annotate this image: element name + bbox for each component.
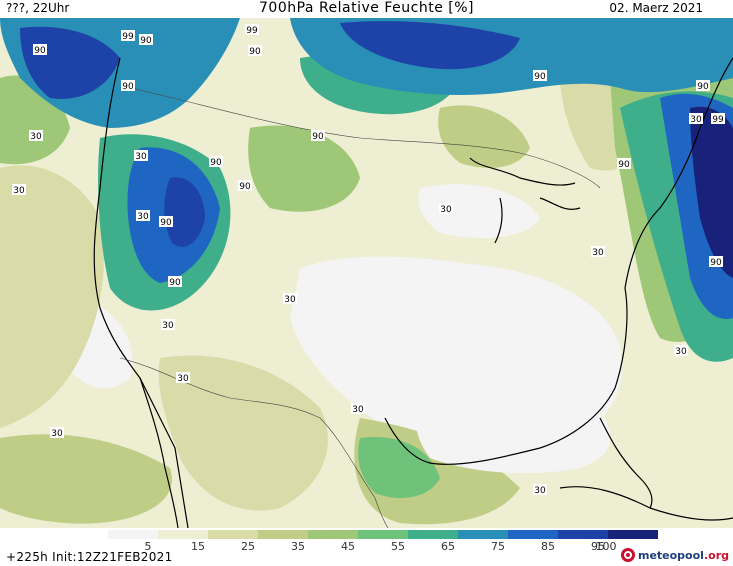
color-scale-tick-label: 15 [191,540,205,553]
contour-label-bg [209,156,223,167]
contour-label: 30 [51,429,63,439]
brand-logo[interactable]: meteopool.org [620,546,729,564]
color-legend: 5 15 25 35 45 55 65 75 85 95 100 +225h Init:12Z21F… [0,528,733,566]
contour-label-bg [439,203,453,214]
contour-label-bg [591,246,605,257]
color-scale-tick-label: 25 [241,540,255,553]
color-scale-swatch [558,530,608,539]
header-bar: ???, 22Uhr 700hPa Relative Feuchte [%] 0… [0,0,733,20]
contour-label-bg [136,210,150,221]
contour-label-bg [711,113,725,124]
color-scale-tick-label: 85 [541,540,555,553]
contour-label: 90 [160,218,172,228]
contour-label-layer: 90 99 99 90 90 90 90 99 90 90 90 90 30 30 30 30 90 90 30 90… [12,24,725,496]
contour-label-bg [674,345,688,356]
contour-label: 99 [246,26,258,36]
contour-label: 90 [534,72,546,82]
color-scale-tick-label: 75 [491,540,505,553]
contour-label: 90 [697,82,709,92]
map-title: 700hPa Relative Feuchte [%] [259,0,474,16]
contour-label-bg [168,276,182,287]
contour-label-bg [139,34,153,45]
run-info-label: +225h Init:12Z21FEB2021 [6,550,173,564]
contour-label: 30 [177,374,189,384]
contour-label: 99 [712,115,724,125]
contour-label: 90 [140,36,152,46]
color-scale-swatch [308,530,358,539]
contour-label-bg [311,130,325,141]
color-scale-swatch [608,530,658,539]
contour-label: 30 [135,152,147,162]
contour-label: 30 [440,205,452,215]
contour-label: 30 [137,212,149,222]
contour-label-bg [121,30,135,41]
contour-label: 30 [690,115,702,125]
contour-label-bg [533,484,547,495]
contour-label-bg [159,216,173,227]
contour-label: 30 [352,405,364,415]
color-scale-swatch [158,530,208,539]
contour-label-bg [33,44,47,55]
color-scale-swatch [108,530,158,539]
contour-label: 90 [618,160,630,170]
contour-label: 30 [592,248,604,258]
contour-label: 30 [534,486,546,496]
color-scale-tick-label: 65 [441,540,455,553]
contour-label-bg [176,372,190,383]
contour-label: 90 [122,82,134,92]
forecast-time-label: ???, 22Uhr [6,1,70,15]
color-scale-tick-label: 45 [341,540,355,553]
brand-text: meteopool.org [637,548,729,562]
color-scale-tick-label: 35 [291,540,305,553]
valid-date-label: 02. Maerz 2021 [609,1,703,15]
contour-label: 90 [312,132,324,142]
color-scale-swatch [508,530,558,539]
contour-label-bg [709,256,723,267]
color-scale-swatch [458,530,508,539]
contour-label-bg [351,403,365,414]
contour-label: 90 [249,47,261,57]
contour-label-bg [121,80,135,91]
contour-label-bg [238,180,252,191]
contour-label-bg [50,427,64,438]
contour-label-bg [134,150,148,161]
brand-mark-icon [620,548,635,562]
contour-label: 30 [13,186,25,196]
contour-label-bg [161,319,175,330]
contour-label-bg [617,158,631,169]
contour-label: 90 [210,158,222,168]
contour-label-bg [689,113,703,124]
contour-label-bg [12,184,26,195]
color-scale-ticks: 5 15 25 35 45 55 65 75 85 95 100 [0,540,733,553]
humidity-map-canvas: 90 99 99 90 90 90 90 99 90 90 90 90 30 30 30 30 90 90 30 90… [0,18,733,528]
color-scale-swatch [208,530,258,539]
color-scale-tick-label: 5 [144,540,152,553]
color-scale-tick-label: 100 [595,540,617,553]
contour-label: 30 [162,321,174,331]
contour-label-bg [29,130,43,141]
contour-label: 30 [675,347,687,357]
contour-label: 90 [239,182,251,192]
color-scale-swatch [258,530,308,539]
contour-label: 30 [284,295,296,305]
contour-label-bg [245,24,259,35]
color-scale-bar [108,530,658,539]
contour-label: 99 [122,32,134,42]
humidity-map: 90 99 99 90 90 90 90 99 90 90 90 90 30 30 30 30 90 90 30 90… [0,18,733,528]
contour-label: 90 [169,278,181,288]
contour-label: 90 [710,258,722,268]
color-scale-swatch [408,530,458,539]
color-scale-tick-label: 95 [591,540,605,553]
color-scale-swatch [358,530,408,539]
contour-label-bg [696,80,710,91]
color-scale-tick-label: 55 [391,540,405,553]
contour-label-bg [533,70,547,81]
contour-label-bg [283,293,297,304]
contour-label: 30 [30,132,42,142]
contour-label: 90 [34,46,46,56]
contour-label-bg [248,45,262,56]
